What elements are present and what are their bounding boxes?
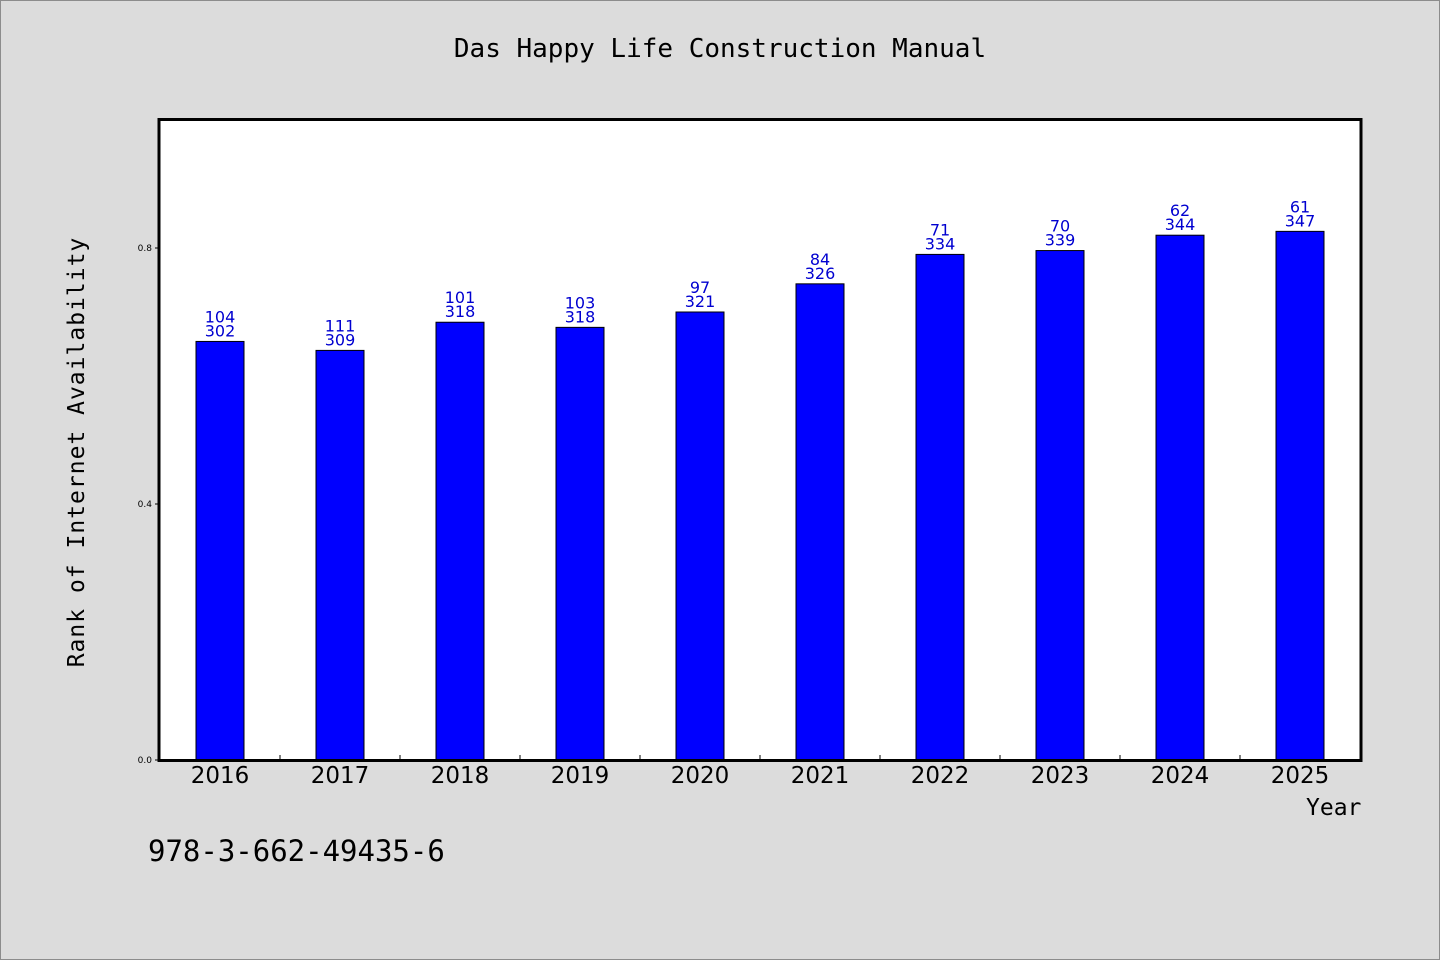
bar-2024 — [1155, 234, 1205, 761]
rank-label: 103 — [565, 293, 596, 312]
rank-label: 111 — [325, 316, 356, 335]
y-tick-label: 0.8 — [138, 244, 153, 254]
x-tick-label: 2025 — [1271, 763, 1330, 789]
x-tick-label: 2017 — [311, 763, 370, 789]
count-label: 339 — [1045, 231, 1076, 250]
bar-2021 — [795, 283, 845, 761]
bar-2022 — [915, 253, 965, 761]
count-label: 318 — [445, 302, 476, 321]
count-label: 318 — [565, 307, 596, 326]
x-tick-label: 2022 — [911, 763, 970, 789]
bar-2018 — [435, 321, 485, 761]
x-tick-label: 2020 — [671, 763, 730, 789]
rank-label: 101 — [445, 288, 476, 307]
rank-label: 104 — [205, 307, 236, 326]
rank-label: 84 — [810, 250, 830, 269]
count-label: 302 — [205, 321, 236, 340]
bar-2016 — [195, 340, 245, 761]
y-axis-label: Rank of Internet Availability — [64, 236, 90, 668]
isbn-text: 978-3-662-49435-6 — [148, 834, 445, 868]
rank-label: 97 — [690, 278, 710, 297]
x-tick-label: 2016 — [191, 763, 250, 789]
chart-title: Das Happy Life Construction Manual — [453, 34, 987, 64]
bar-2017 — [315, 349, 365, 761]
y-tick-label: 0.0 — [138, 756, 153, 766]
bar-2023 — [1035, 250, 1085, 761]
x-tick-label: 2024 — [1151, 763, 1210, 789]
rank-label: 61 — [1290, 197, 1310, 216]
count-label: 347 — [1285, 211, 1316, 230]
count-label: 326 — [805, 264, 836, 283]
count-label: 334 — [925, 234, 956, 253]
x-tick-label: 2018 — [431, 763, 490, 789]
count-label: 321 — [685, 292, 716, 311]
x-tick-label: 2021 — [791, 763, 850, 789]
bar-2020 — [675, 311, 725, 761]
rank-label: 71 — [930, 220, 950, 239]
x-tick-label: 2023 — [1031, 763, 1090, 789]
bar-2019 — [555, 326, 605, 761]
x-axis-label: Year — [1306, 795, 1362, 821]
x-tick-label: 2019 — [551, 763, 610, 789]
y-tick-label: 0.4 — [138, 500, 153, 510]
count-label: 344 — [1165, 215, 1196, 234]
rank-label: 70 — [1050, 217, 1070, 236]
count-label: 309 — [325, 330, 356, 349]
bar-2025 — [1275, 230, 1325, 761]
rank-label: 62 — [1170, 201, 1190, 220]
plot-border — [157, 118, 1363, 762]
